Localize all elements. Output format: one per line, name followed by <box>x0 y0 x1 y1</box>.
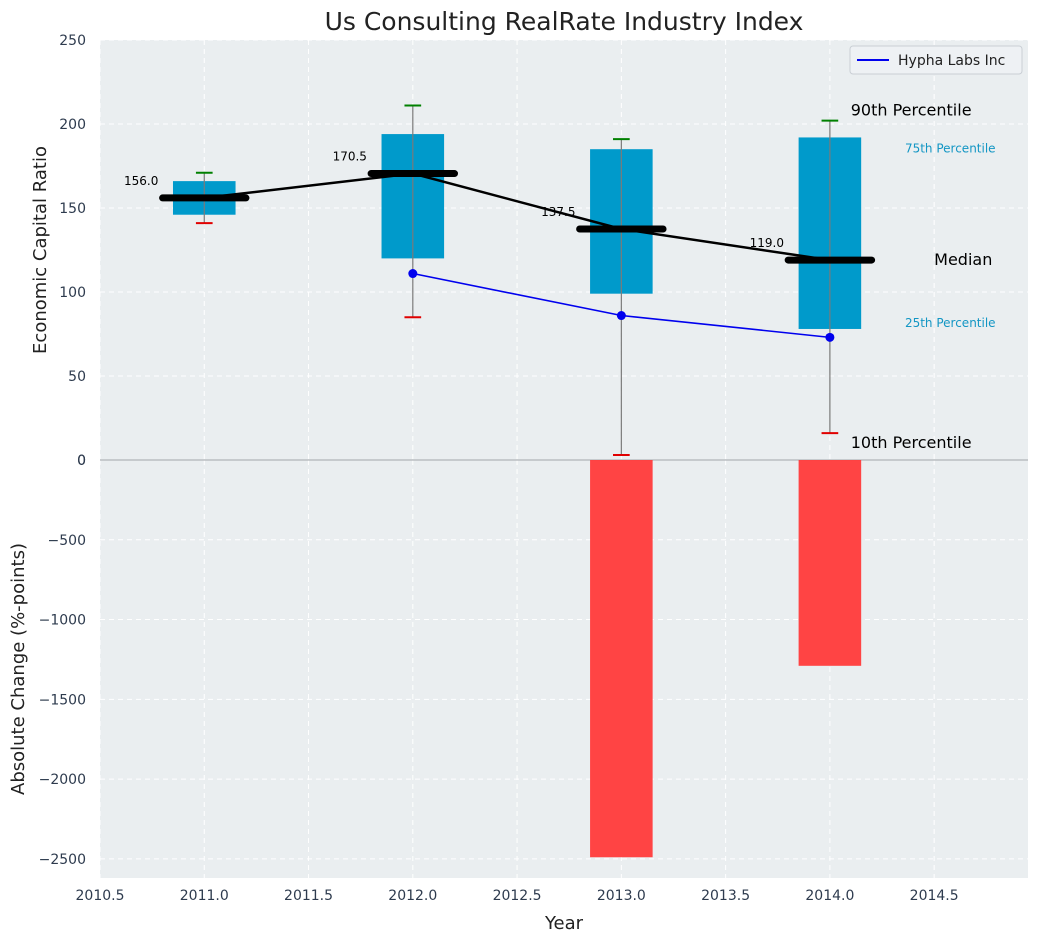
legend-box <box>849 45 1023 75</box>
bottom-y-tick-label: 0 <box>77 453 86 469</box>
bottom-panel-background <box>100 460 1028 878</box>
median-trend-line <box>204 172 831 262</box>
top-y-tick-label: 250 <box>59 33 86 49</box>
percentile-annotation: 10th Percentile <box>851 433 972 452</box>
median-value-label: 170.5 <box>333 150 367 164</box>
top-y-tick-label: 50 <box>68 369 86 385</box>
top-y-tick-label: 150 <box>59 201 86 217</box>
company-series-point <box>825 332 835 342</box>
chart-title: Us Consulting RealRate Industry Index <box>325 7 804 36</box>
x-tick-label: 2011.5 <box>284 888 333 904</box>
bottom-y-tick-label: −1500 <box>39 692 86 708</box>
bottom-y-tick-label: −2000 <box>39 772 86 788</box>
x-tick-label: 2014.5 <box>910 888 959 904</box>
company-series-point <box>616 311 626 321</box>
percentile-annotation: 90th Percentile <box>851 101 972 120</box>
change-bar <box>798 460 862 666</box>
percentile-annotation: Median <box>934 250 992 269</box>
x-tick-label: 2013.0 <box>597 888 646 904</box>
top-y-axis-label: Economic Capital Ratio <box>30 146 51 354</box>
x-tick-label: 2012.5 <box>493 888 542 904</box>
x-tick-label: 2010.5 <box>76 888 125 904</box>
median-value-label: 156.0 <box>124 174 158 188</box>
company-series-point <box>408 269 418 279</box>
legend: Hypha Labs Inc <box>849 45 1023 75</box>
median-value-label: 119.0 <box>750 236 784 250</box>
x-tick-label: 2013.5 <box>701 888 750 904</box>
x-tick-label: 2014.0 <box>805 888 854 904</box>
percentile-annotation: 25th Percentile <box>905 316 996 330</box>
median-value-label: 137.5 <box>541 205 575 219</box>
percentile-annotation: 75th Percentile <box>905 142 996 156</box>
bottom-y-tick-label: −1000 <box>39 613 86 629</box>
legend-entry: Hypha Labs Inc <box>898 53 1005 69</box>
top-y-tick-label: 200 <box>59 117 86 133</box>
top-panel-background <box>100 40 1028 460</box>
x-axis-label: Year <box>544 913 584 934</box>
top-y-tick-label: 100 <box>59 285 86 301</box>
top-y-tick-label: 0 <box>77 453 86 469</box>
bottom-y-tick-label: −500 <box>48 533 86 549</box>
change-bar <box>590 460 653 858</box>
x-tick-label: 2011.0 <box>180 888 229 904</box>
bottom-y-axis-label: Absolute Change (%-points) <box>8 543 29 795</box>
x-tick-label: 2012.0 <box>388 888 437 904</box>
bottom-y-tick-label: −2500 <box>39 852 86 868</box>
